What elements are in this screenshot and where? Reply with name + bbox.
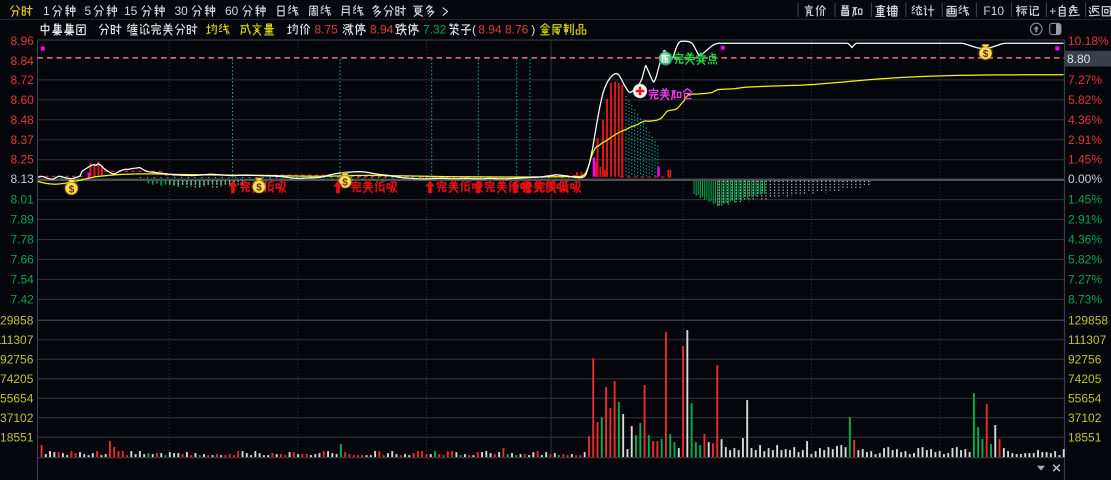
svg-text:18551: 18551: [0, 430, 34, 444]
svg-text:): ): [531, 22, 535, 36]
svg-text:60: 60: [225, 4, 239, 18]
svg-text:111307: 111307: [0, 333, 34, 347]
svg-text:1: 1: [43, 4, 50, 18]
svg-text:$: $: [69, 184, 75, 195]
svg-text:8.72: 8.72: [10, 73, 34, 87]
svg-text:8.84: 8.84: [10, 54, 34, 68]
svg-text:8.73%: 8.73%: [1068, 292, 1102, 306]
svg-text:7.54: 7.54: [10, 272, 34, 286]
svg-text:F10: F10: [983, 4, 1004, 18]
svg-text:5: 5: [85, 4, 92, 18]
svg-text:55654: 55654: [0, 391, 34, 405]
svg-text:18551: 18551: [1068, 430, 1102, 444]
svg-text:4.36%: 4.36%: [1068, 113, 1102, 127]
svg-text:0.00%: 0.00%: [1068, 172, 1102, 186]
svg-text:37102: 37102: [0, 411, 34, 425]
svg-text:1.45%: 1.45%: [1068, 153, 1102, 167]
svg-text:7.78: 7.78: [10, 233, 34, 247]
svg-text:8.25: 8.25: [10, 153, 34, 167]
svg-text:$: $: [256, 183, 262, 194]
svg-text:129858: 129858: [1068, 313, 1108, 327]
svg-text:8.60: 8.60: [10, 93, 34, 107]
svg-text:8.13: 8.13: [10, 172, 34, 186]
svg-text:8.01: 8.01: [10, 193, 34, 207]
svg-text:8.96: 8.96: [10, 34, 34, 48]
svg-text:92756: 92756: [1068, 352, 1102, 366]
svg-text:8.80: 8.80: [1067, 52, 1091, 66]
svg-text:7.27%: 7.27%: [1068, 272, 1102, 286]
svg-text:2.91%: 2.91%: [1068, 213, 1102, 227]
svg-text:4.36%: 4.36%: [1068, 233, 1102, 247]
svg-text:7.32: 7.32: [423, 22, 447, 36]
svg-text:37102: 37102: [1068, 411, 1102, 425]
svg-text:8.37: 8.37: [10, 133, 34, 147]
svg-text:8.94 8.76: 8.94 8.76: [478, 22, 528, 36]
svg-text:+: +: [1049, 4, 1056, 18]
svg-text:7.27%: 7.27%: [1068, 73, 1102, 87]
svg-text:8.48: 8.48: [10, 113, 34, 127]
svg-text:10.18%: 10.18%: [1068, 34, 1109, 48]
svg-text:111307: 111307: [1068, 333, 1107, 347]
svg-text:55654: 55654: [1068, 391, 1102, 405]
svg-text:7.66: 7.66: [10, 252, 34, 266]
svg-text:74205: 74205: [0, 372, 34, 386]
svg-text:30: 30: [175, 4, 189, 18]
svg-text:8.94: 8.94: [370, 22, 394, 36]
svg-text:92756: 92756: [0, 352, 34, 366]
svg-text:(: (: [472, 22, 476, 36]
svg-text:7.42: 7.42: [10, 292, 34, 306]
svg-text:15: 15: [124, 4, 138, 18]
svg-text:$: $: [342, 178, 348, 189]
svg-text:7.89: 7.89: [10, 213, 34, 227]
svg-text:2.91%: 2.91%: [1068, 133, 1102, 147]
svg-text:$: $: [983, 49, 989, 60]
svg-text:8.75: 8.75: [315, 22, 339, 36]
svg-text:129858: 129858: [0, 313, 34, 327]
svg-text:5.82%: 5.82%: [1068, 252, 1102, 266]
svg-text:1.45%: 1.45%: [1068, 193, 1102, 207]
svg-text:5.82%: 5.82%: [1068, 93, 1102, 107]
svg-text:74205: 74205: [1068, 372, 1102, 386]
